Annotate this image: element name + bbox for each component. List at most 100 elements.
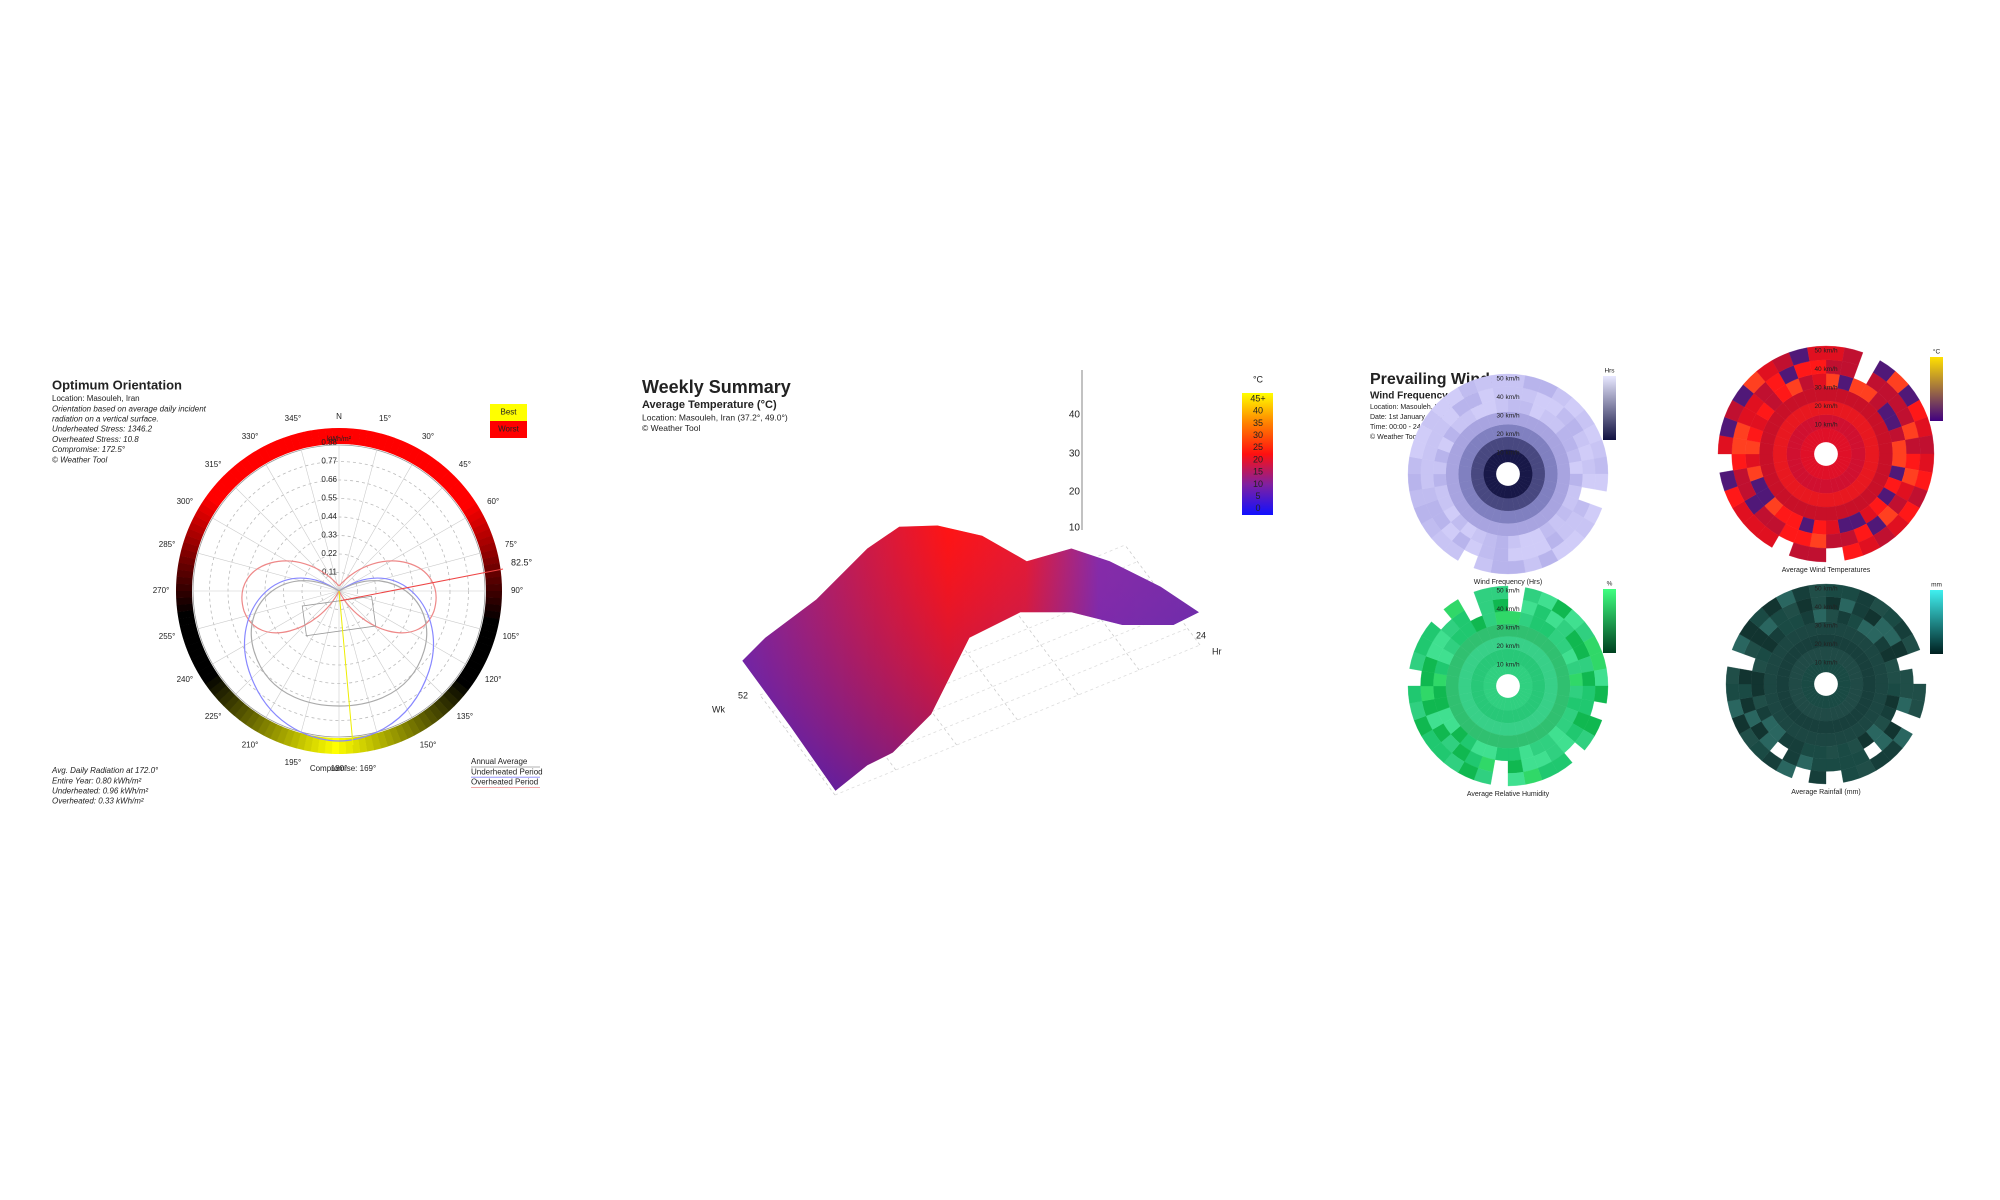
ring-segment [213,685,231,702]
speed-label: 10 km/h [1814,422,1838,429]
rose-caption: Wind Frequency (Hrs) [1474,579,1542,586]
ring-segment [447,480,465,497]
ring-segment [223,470,240,488]
angle-label: 60° [487,497,499,506]
rose-cell [1581,685,1596,702]
rose-cell [1507,535,1522,550]
ring-segment [482,616,500,627]
ring-segment [459,497,477,513]
legend-level: 35 [1253,418,1263,428]
ring-segment [205,675,223,691]
ring-segment [191,652,209,667]
info-line: Overheated Stress: 10.8 [52,435,139,444]
best-direction [338,568,504,602]
rose-cell [1911,683,1927,702]
ring-segment [218,475,236,492]
rose-cell [1581,670,1596,687]
rose-cell [1750,683,1765,698]
info-line: radiation on a vertical surface. [52,415,159,424]
legend-entry: Overheated Period [471,778,538,787]
ring-segment [209,680,227,696]
z-label: 20 [1069,487,1081,498]
spoke [338,590,413,718]
rose-cell [1918,453,1935,473]
ring-segment [469,653,487,667]
ring-segment [477,635,495,648]
ring-segment [276,726,289,745]
ring-segment [263,443,278,461]
legend-level: 25 [1253,442,1263,452]
rose-legend-unit: °C [1933,348,1941,356]
ring-segment [351,428,361,446]
ring-segment [185,640,204,654]
ring-segment [469,515,487,530]
axis-name: Wk [712,704,725,714]
ring-segment [183,634,201,647]
ring-segment [423,707,439,725]
spoke [300,449,340,592]
ring-segment [234,703,250,721]
temperature-legend [1242,393,1273,515]
worst-label: Worst [498,425,520,434]
ring-segment [483,610,501,620]
building-outline [301,595,377,637]
underheated-curve [243,577,435,742]
ring-segment [377,433,389,451]
rose-cell [1581,473,1596,490]
speed-label: 20 km/h [1496,643,1520,650]
rose-cell [1507,547,1524,562]
rose-cell [1807,546,1827,563]
ring-segment [472,647,490,661]
ring-segment [442,475,460,492]
ring-segment [218,690,236,707]
spoke [235,487,340,592]
radial-label: 0.66 [321,475,337,484]
rose-cell [1432,473,1447,488]
radial-label: 0.55 [321,494,337,503]
ring-segment [176,603,194,613]
angle-label: 150° [420,740,437,749]
rose-cell [1420,473,1435,490]
ring-segment [412,449,427,468]
worst-swatch [490,421,527,438]
ring-segment [263,721,277,739]
ring-segment [194,658,212,673]
ring-segment [223,694,240,712]
radial-label: 0.88 [321,438,337,447]
rose-cell [1492,547,1509,562]
speed-label: 50 km/h [1496,588,1520,595]
ring-segment [428,461,444,479]
info-line: © Weather Tool [642,423,701,433]
spoke [212,517,340,592]
angle-label: 90° [511,586,523,595]
ring-segment [188,521,206,535]
ring-segment [394,724,408,742]
rose-cell [1810,757,1827,772]
ring-segment [364,734,375,752]
ring-segment [447,685,464,702]
rose-cell [1825,757,1842,772]
angle-label: 330° [242,432,259,441]
ring-segment [455,675,473,691]
speed-label: 20 km/h [1496,431,1520,438]
radial-label: 0.22 [321,549,337,558]
rose-caption: Average Rainfall (mm) [1791,789,1861,796]
ring-segment [483,562,501,573]
content: Optimum Orientation Location: Masouleh, I… [51,345,1943,806]
rose-cell [1891,439,1907,455]
ring-segment [433,466,450,483]
rose-cell [1899,683,1914,700]
ring-segment [358,429,368,447]
spoke [338,449,378,592]
legend-level: 5 [1255,491,1260,501]
temperature-surface-shade [742,525,1199,791]
ring-segment [178,616,196,627]
ring-segment [417,711,433,729]
ring-segment [228,699,245,716]
rose-cell [1825,533,1843,549]
rose-cell [1887,670,1902,685]
ring-segment [438,470,455,488]
annual-curve [250,580,428,707]
ring-segment [451,680,469,696]
ring-segment [472,522,490,536]
